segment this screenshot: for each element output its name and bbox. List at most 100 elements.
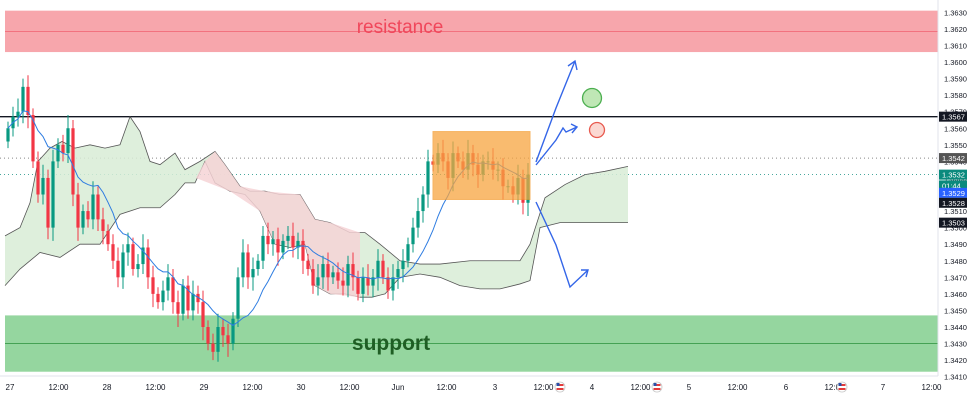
time-tick-label: 30 [297, 383, 306, 392]
candle-body [151, 277, 155, 294]
price-tick-label: 1.3480 [944, 257, 967, 266]
price-tag-bg [939, 217, 967, 228]
candle-body [226, 335, 230, 344]
candle-body [46, 177, 50, 228]
price-tick-label: 1.3490 [944, 240, 967, 249]
time-tick-label: 3 [493, 383, 498, 392]
price-tick-label: 1.3560 [944, 124, 967, 133]
overlays-layer [432, 59, 606, 289]
candle-body [41, 177, 45, 195]
candle-body [346, 264, 350, 286]
price-tick-label: 1.3550 [944, 141, 967, 150]
projection-down [535, 201, 589, 289]
price-tick-label: 1.3440 [944, 323, 967, 332]
candle-body [6, 128, 10, 142]
time-tick-label: 29 [200, 383, 209, 392]
event-flags [554, 381, 848, 393]
candle-body [201, 302, 205, 327]
candle-body [136, 264, 140, 270]
consolidation-box [432, 131, 531, 200]
candle-body [71, 128, 75, 195]
time-tick-label: 12:00 [533, 383, 554, 392]
price-tag-label: 1.3528 [942, 199, 965, 208]
candle-body [406, 244, 410, 261]
candle-body [341, 280, 345, 286]
candle-body [311, 269, 315, 286]
candle-body [331, 272, 335, 278]
price-tick-label: 1.3510 [944, 207, 967, 216]
time-tick-label: 12:00 [630, 383, 651, 392]
candle-body [206, 327, 210, 344]
price-tag-bg [939, 187, 967, 198]
zones-layer [0, 10, 938, 372]
candle-body [306, 260, 310, 270]
projection-up-major [535, 60, 576, 163]
candle-body [256, 260, 260, 270]
price-tick-label: 1.3500 [944, 224, 967, 233]
time-tick-label: 12:00 [727, 383, 748, 392]
candle-body [336, 272, 340, 281]
moving-average-line [7, 110, 528, 326]
time-tick-label: 12:00 [824, 383, 845, 392]
candle-body [376, 260, 380, 278]
candle-body [36, 161, 40, 195]
candle-body [316, 277, 320, 286]
candle-body [396, 269, 400, 278]
candle-body [86, 211, 90, 220]
price-tick-label: 1.3620 [944, 25, 967, 34]
candle-body [181, 285, 185, 314]
price-tag-label: 1.3567 [942, 113, 965, 122]
candle-body [21, 86, 25, 112]
time-tick-label: 28 [103, 383, 112, 392]
price-tag-bg [939, 180, 967, 191]
candle-body [266, 235, 270, 245]
candle-body [211, 343, 215, 352]
candle-body [146, 247, 150, 278]
candle-body [271, 239, 275, 245]
us-flag-stripe [838, 384, 846, 386]
candle-body [251, 269, 255, 278]
us-flag-stripe [556, 384, 564, 386]
candle-body [371, 277, 375, 286]
price-tag-bg [939, 197, 967, 208]
price-tick-label: 1.3610 [944, 41, 967, 50]
candle-body [261, 235, 265, 261]
time-axis: 27 12:00 28 12:00 29 12:00 30 12:00 Jun 12:00 3 12:… [6, 383, 943, 392]
cloud-bearish-area [196, 151, 360, 298]
candle-body [241, 252, 245, 278]
price-tick-label: 1.3450 [944, 306, 967, 315]
time-tick-label: 27 [6, 383, 15, 392]
us-flag-stripe [556, 388, 564, 390]
price-tick-label: 1.3630 [944, 8, 967, 17]
time-tick-label: Jun [392, 383, 405, 392]
candle-body [366, 277, 370, 286]
candle-body [196, 293, 200, 303]
candle-body [96, 194, 100, 220]
us-flag-stripe [653, 384, 661, 386]
projection-up-minor-head [570, 123, 579, 134]
price-tag-label: 01:44 [942, 181, 961, 190]
price-tag-bg [939, 111, 967, 122]
price-tag-label: 1.3542 [942, 154, 965, 163]
candle-body [246, 252, 250, 278]
price-tag-label: 1.3503 [942, 219, 965, 228]
price-tick-label: 1.3460 [944, 290, 967, 299]
candle-body [356, 277, 360, 294]
candle-body [31, 115, 35, 162]
candle-body [16, 111, 20, 117]
candle-body [161, 290, 165, 303]
candle-body [186, 285, 190, 311]
price-tag-bg [939, 169, 967, 180]
candle-body [156, 293, 160, 303]
candle-body [111, 244, 115, 261]
resistance-label: resistance [357, 17, 444, 38]
candle-body [286, 235, 290, 241]
price-tick-label: 1.3580 [944, 91, 967, 100]
candle-body [421, 194, 425, 212]
candle-body [131, 244, 135, 270]
time-tick-label: 6 [784, 383, 789, 392]
time-tick-label: 4 [590, 383, 595, 392]
red-target-circle [588, 121, 606, 139]
candle-body [176, 302, 180, 314]
